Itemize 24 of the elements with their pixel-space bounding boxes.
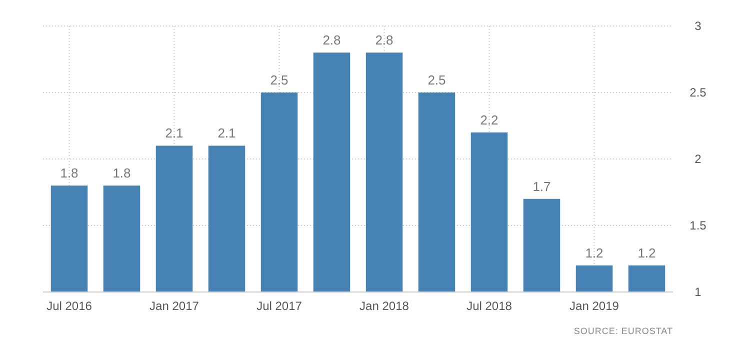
y-tick-label: 1 [694, 285, 702, 299]
data-label: 2.2 [480, 112, 498, 128]
x-tick-label: Jan 2018 [360, 299, 410, 313]
x-tick-label: Jul 2017 [256, 299, 302, 313]
x-tick-label: Jan 2019 [570, 299, 620, 313]
data-label: 2.5 [428, 72, 446, 88]
y-tick-label: 1.5 [690, 218, 707, 232]
data-label: 2.8 [322, 32, 341, 48]
data-label: 1.2 [585, 245, 604, 260]
x-tick-label: Jul 2016 [46, 299, 92, 313]
y-tick-label: 3 [694, 19, 702, 33]
x-tick-label: Jul 2018 [466, 299, 512, 313]
data-label: 1.8 [112, 166, 131, 181]
x-tick-label: Jan 2017 [150, 299, 200, 313]
data-label: 1.7 [532, 178, 551, 194]
data-label: 2.1 [165, 126, 184, 141]
data-label: 2.5 [270, 72, 288, 88]
data-label: 1.8 [60, 166, 78, 181]
data-label: 2.8 [375, 32, 394, 48]
data-label: 2.1 [218, 126, 236, 141]
y-tick-label: 2.5 [690, 86, 707, 100]
data-label: 1.2 [638, 245, 656, 260]
y-tick-label: 2 [694, 152, 702, 166]
source-note: SOURCE: EUROSTAT [574, 326, 673, 336]
